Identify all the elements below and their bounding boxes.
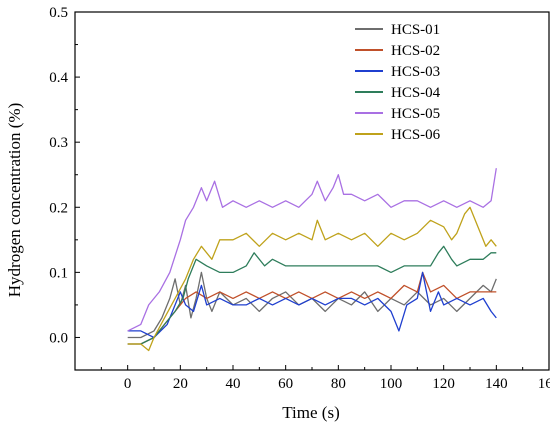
series-line-hcs-05 <box>127 168 497 332</box>
legend-label: HCS-06 <box>391 127 441 143</box>
series-line-hcs-06 <box>127 206 497 352</box>
y-axis-title: Hydrogen concentration (%) <box>5 103 24 297</box>
series-line-hcs-01 <box>127 271 497 339</box>
series-line-hcs-04 <box>127 245 497 345</box>
x-tick-label: 160 <box>538 376 550 392</box>
x-tick-label: 0 <box>124 376 132 392</box>
plot-area <box>74 11 550 371</box>
y-tick-label: 0.1 <box>49 265 68 281</box>
y-tick-label: 0.0 <box>49 330 68 346</box>
legend: HCS-01 HCS-02 HCS-03 HCS-04 HCS-05 HCS-06 <box>355 22 441 143</box>
y-tick-label: 0.2 <box>49 200 68 216</box>
x-tick-label: 140 <box>485 376 508 392</box>
y-tick-label: 0.4 <box>49 70 68 86</box>
x-tick-label: 60 <box>278 376 293 392</box>
legend-label: HCS-01 <box>391 22 440 38</box>
plot-frame <box>74 11 550 371</box>
series-lines <box>127 168 497 352</box>
series-line-hcs-03 <box>127 271 497 339</box>
legend-label: HCS-04 <box>391 85 441 101</box>
x-tick-label: 20 <box>173 376 188 392</box>
x-tick-label: 80 <box>331 376 346 392</box>
axes: 0 20 40 60 80 100 120 140 160 0.0 0.1 0.2 0.3 0.4 0.5 <box>49 5 550 392</box>
legend-label: HCS-02 <box>391 43 440 59</box>
x-axis-title: Time (s) <box>282 403 339 422</box>
legend-label: HCS-03 <box>391 64 440 80</box>
legend-label: HCS-05 <box>391 106 440 122</box>
y-tick-label: 0.3 <box>49 135 68 151</box>
x-tick-label: 120 <box>432 376 455 392</box>
y-tick-label: 0.5 <box>49 5 68 21</box>
x-tick-label: 40 <box>226 376 241 392</box>
x-tick-label: 100 <box>380 376 403 392</box>
